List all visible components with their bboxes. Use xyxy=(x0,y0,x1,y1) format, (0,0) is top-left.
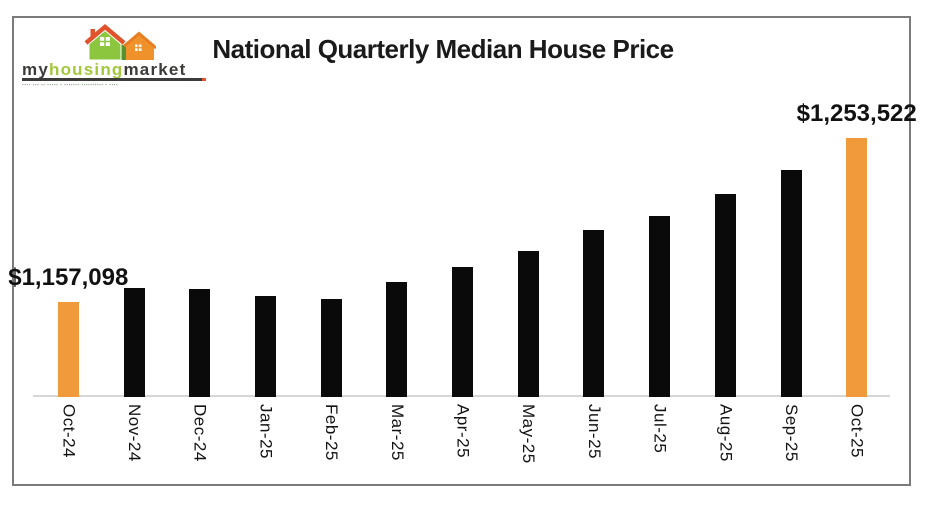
brand-logo: myhousingmarket ▪▪▪▪ ▪▪▪ ▪▪ ▪▪▪▪▪ ▪ ▪▪▪▪… xyxy=(20,20,216,88)
bar-mar-25 xyxy=(386,281,408,397)
x-axis-label: Mar-25 xyxy=(387,404,407,461)
x-axis-label: Aug-25 xyxy=(716,404,736,462)
bar-dec-24 xyxy=(189,288,211,397)
bar-may-25 xyxy=(517,250,539,397)
chart-border xyxy=(12,16,911,486)
logo-text-housing: housing xyxy=(48,60,124,79)
bar-feb-25 xyxy=(320,298,342,397)
bar-oct-24 xyxy=(57,301,79,397)
logo-text-market: market xyxy=(123,60,187,79)
bar-jun-25 xyxy=(583,230,605,397)
bar-nov-24 xyxy=(123,288,145,397)
logo-wordmark: myhousingmarket xyxy=(22,60,208,80)
bar-apr-25 xyxy=(452,266,473,397)
chart-title: National Quarterly Median House Price xyxy=(212,34,674,64)
x-axis-label: Oct-24 xyxy=(59,404,79,459)
x-axis-label: Apr-25 xyxy=(453,404,473,459)
x-axis-label: Sep-25 xyxy=(782,404,801,462)
logo-tagline: ▪▪▪▪ ▪▪▪ ▪▪ ▪▪▪▪▪ ▪ ▪▪▪▪▪▪▪ ▪▪▪▪▪▪▪▪▪▪ ▪… xyxy=(22,82,119,87)
x-axis-label: Jun-25 xyxy=(584,404,604,459)
bar-aug-25 xyxy=(714,193,736,397)
bar-sep-25 xyxy=(780,169,802,397)
x-axis-label: Dec-24 xyxy=(190,404,210,462)
bar-jul-25 xyxy=(649,215,671,397)
x-axis-label: Feb-25 xyxy=(322,404,342,461)
bar-jan-25 xyxy=(254,296,276,397)
x-axis-label: Jul-25 xyxy=(650,404,670,454)
bar-value-label: $1,253,522 xyxy=(796,99,917,127)
logo-underline-tick xyxy=(202,78,206,81)
x-axis-label: Jan-25 xyxy=(256,404,276,459)
bar-oct-25 xyxy=(846,137,868,397)
x-axis-label: May-25 xyxy=(519,404,539,464)
logo-underline xyxy=(22,78,206,81)
bar-value-label: $1,157,098 xyxy=(8,263,129,291)
logo-houses-icon xyxy=(84,24,156,60)
x-axis-label: Nov-24 xyxy=(125,404,144,462)
x-axis-label: Oct-25 xyxy=(847,404,867,459)
logo-text-my: my xyxy=(22,60,49,79)
